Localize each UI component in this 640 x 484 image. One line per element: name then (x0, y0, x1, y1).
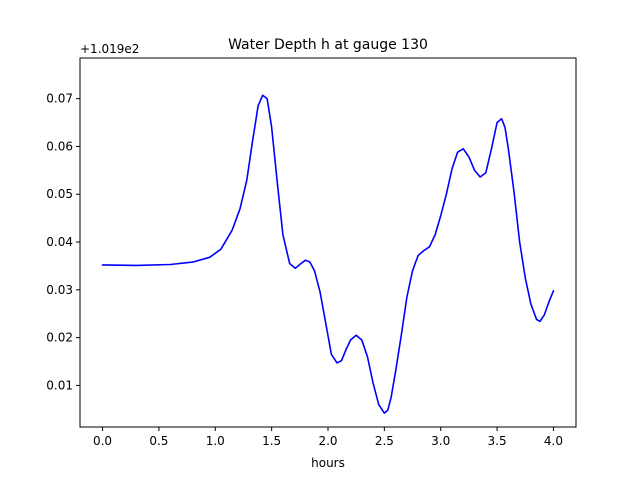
x-tick-label: 3.0 (431, 434, 450, 448)
y-tick-label: 0.03 (46, 283, 73, 297)
chart-title: Water Depth h at gauge 130 (228, 37, 428, 53)
plot-area (101, 94, 555, 414)
series-line-0 (101, 94, 555, 414)
x-tick-label: 2.0 (318, 434, 337, 448)
x-tick-label: 4.0 (544, 434, 563, 448)
y-tick-label: 0.06 (46, 139, 73, 153)
x-tick-label: 3.5 (488, 434, 507, 448)
x-tick-label: 0.0 (93, 434, 112, 448)
y-tick-label: 0.02 (46, 331, 73, 345)
y-tick-label: 0.07 (46, 92, 73, 106)
x-tick-label: 2.5 (375, 434, 394, 448)
y-tick-label: 0.05 (46, 187, 73, 201)
y-tick-label: 0.01 (46, 378, 73, 392)
x-tick-label: 1.5 (262, 434, 281, 448)
axis-ticks: 0.0 0.5 1.0 1.5 2.0 2.5 3.0 3.5 4.0 0.01 0.02 0.03 0… (46, 57, 577, 448)
x-tick-label: 1.0 (206, 434, 225, 448)
x-axis-label: hours (311, 456, 345, 470)
y-tick-label: 0.04 (46, 235, 73, 249)
y-axis-offset-label: +1.019e2 (80, 42, 139, 56)
x-tick-label: 0.5 (149, 434, 168, 448)
